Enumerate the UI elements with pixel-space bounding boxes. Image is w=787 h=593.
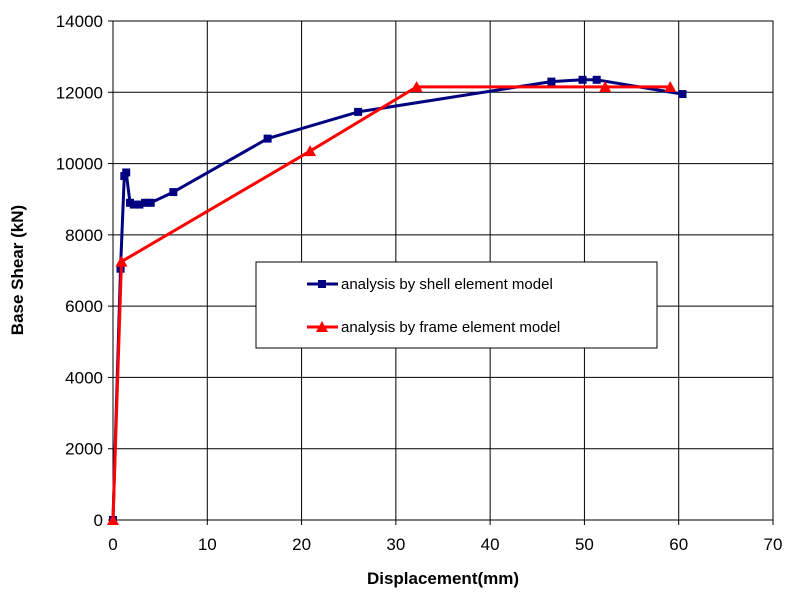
x-tick-label: 50	[575, 535, 594, 554]
data-point-shell	[135, 200, 144, 209]
x-tick-label: 40	[481, 535, 500, 554]
data-point-shell	[578, 75, 587, 84]
legend-marker-frame	[316, 321, 328, 332]
y-tick-label: 8000	[65, 226, 103, 245]
y-axis-title: Base Shear (kN)	[8, 205, 27, 335]
data-point-shell	[129, 200, 138, 209]
x-tick-label: 10	[198, 535, 217, 554]
data-point-shell	[592, 75, 601, 84]
legend: analysis by shell element model analysis…	[255, 261, 658, 349]
y-tick-label: 0	[94, 511, 103, 530]
series-line-1	[111, 85, 671, 521]
y-tick-label: 10000	[56, 155, 103, 174]
data-point-frame	[599, 80, 612, 92]
y-tick-label: 6000	[65, 297, 103, 316]
x-tick-label: 20	[292, 535, 311, 554]
legend-label-shell: analysis by shell element model	[341, 276, 553, 293]
data-point-frame	[664, 80, 677, 92]
data-point-frame	[304, 145, 317, 157]
x-tick-label: 70	[764, 535, 783, 554]
x-tick-label: 60	[669, 535, 688, 554]
data-point-shell	[354, 107, 363, 116]
series-group	[107, 75, 687, 525]
data-point-shell	[146, 198, 155, 207]
y-tick-label: 12000	[56, 83, 103, 102]
data-point-frame	[115, 255, 128, 267]
data-point-shell	[547, 77, 556, 86]
y-tick-labels: 0 2000 4000 6000 8000 10000 12000 14000	[56, 12, 113, 530]
data-point-shell	[141, 198, 150, 207]
x-tick-label: 0	[108, 535, 117, 554]
data-point-shell	[263, 134, 272, 143]
x-axis-title: Displacement(mm)	[367, 569, 519, 588]
legend-label-frame: analysis by frame element model	[341, 319, 560, 336]
legend-marker-shell	[318, 280, 326, 288]
data-point-shell	[169, 188, 178, 197]
data-point-frame	[410, 80, 423, 92]
data-point-frame	[107, 514, 119, 525]
data-point-shell	[678, 90, 687, 99]
x-tick-label: 30	[386, 535, 405, 554]
y-tick-label: 14000	[56, 12, 103, 31]
y-tick-label: 4000	[65, 368, 103, 387]
y-tick-label: 2000	[65, 440, 103, 459]
data-point-shell	[122, 168, 131, 177]
x-tick-labels: 0 10 20 30 40 50 60 70	[108, 520, 782, 554]
legend-box	[255, 261, 658, 349]
